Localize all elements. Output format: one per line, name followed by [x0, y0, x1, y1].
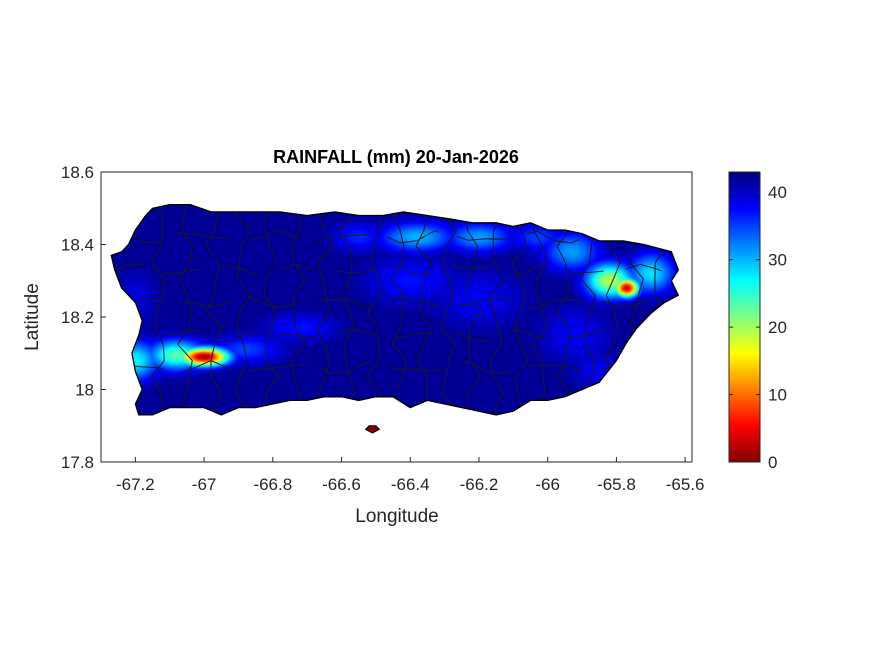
caja-de-muerto-islet: [364, 425, 381, 434]
municipality-boundary: [389, 204, 408, 415]
x-tick-label: -67: [192, 475, 217, 494]
x-tick-label: -66.6: [322, 475, 361, 494]
municipality-boundary: [111, 294, 679, 309]
municipality-boundary: [315, 204, 334, 415]
municipality-boundary: [111, 229, 679, 244]
municipality-boundary: [338, 204, 356, 415]
rainfall-field: [111, 204, 679, 415]
municipality-boundary: [511, 204, 529, 415]
municipality-boundary: [176, 204, 194, 415]
municipality-boundary: [554, 204, 571, 415]
colorbar-tick-label: 40: [768, 183, 787, 202]
colorbar-tick-label: 20: [768, 318, 787, 337]
municipality-boundaries: [111, 204, 679, 415]
chart-title: RAINFALL (mm) 20-Jan-2026: [273, 147, 519, 167]
municipality-boundary: [111, 359, 679, 375]
municipality-boundary: [466, 204, 483, 415]
y-tick-label: 18.6: [61, 163, 94, 182]
municipality-boundary: [205, 204, 224, 415]
y-axis-label: Latitude: [22, 283, 43, 351]
colorbar-tick-label: 10: [768, 386, 787, 405]
municipality-boundary: [234, 204, 252, 415]
x-tick-label: -67.2: [116, 475, 155, 494]
x-tick-label: -66.8: [253, 475, 292, 494]
colorbar-ticks: 0 10 20 30 40: [729, 183, 787, 472]
municipality-boundary: [440, 204, 458, 415]
municipality-boundary: [531, 204, 549, 415]
municipality-boundary: [365, 204, 382, 415]
x-tick-label: -66.4: [391, 475, 430, 494]
municipality-boundary: [111, 328, 679, 343]
y-tick-label: 18.2: [61, 308, 94, 327]
x-tick-label: -66.2: [460, 475, 499, 494]
y-axis: 17.8 18 18.2 18.4 18.6: [61, 163, 106, 472]
x-axis: -67.2 -67 -66.8 -66.6 -66.4 -66.2 -66 -65.8 -65.…: [116, 457, 705, 494]
island-coastline: [110, 203, 680, 416]
x-tick-label: -65.8: [597, 475, 636, 494]
municipality-boundary: [111, 263, 679, 278]
colorbar-tick-label: 0: [768, 453, 777, 472]
y-tick-label: 18: [75, 381, 94, 400]
y-tick-label: 17.8: [61, 453, 94, 472]
y-tick-label: 18.4: [61, 236, 94, 255]
x-axis-label: Longitude: [355, 506, 438, 527]
x-tick-label: -66: [535, 475, 560, 494]
municipality-boundary: [149, 204, 165, 415]
municipality-boundary: [289, 204, 307, 415]
colorbar-tick-label: 30: [768, 251, 787, 270]
municipality-boundary: [489, 204, 507, 415]
x-tick-label: -65.6: [666, 475, 705, 494]
municipality-boundary: [415, 204, 433, 415]
colorbar: [728, 171, 761, 463]
